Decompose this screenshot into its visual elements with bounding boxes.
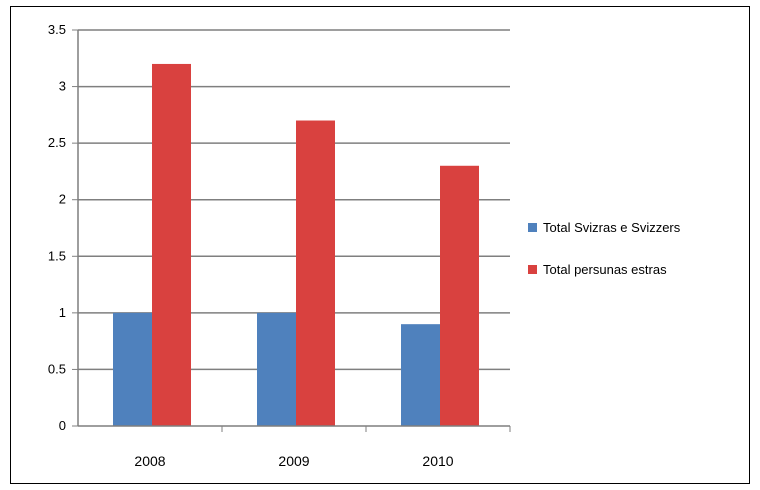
y-tick-label: 2: [59, 192, 66, 207]
y-tick-label: 3: [59, 79, 66, 94]
legend-swatch: [528, 265, 537, 274]
y-tick-label: 0: [59, 418, 66, 433]
legend-label: Total Svizras e Svizzers: [543, 220, 681, 235]
bar-total-persunas-estras-2010: [440, 165, 479, 426]
axes: [72, 29, 511, 432]
legend: Total Svizras e Svizzers Total persunas e…: [528, 220, 681, 277]
title-strip: [20, 0, 490, 6]
bar-total-persunas-estras-2008: [152, 63, 191, 426]
bar-total-svizras-e-svizzers-2008: [113, 312, 152, 426]
bar-total-svizras-e-svizzers-2009: [257, 312, 296, 426]
bars: [113, 63, 479, 426]
chart-border: [10, 6, 750, 484]
y-tick-label: 1.5: [48, 248, 66, 263]
bar-total-svizras-e-svizzers-2010: [401, 324, 440, 426]
y-tick-label: 1: [59, 305, 66, 320]
x-tick-label: 2009: [278, 453, 309, 469]
y-tick-label: 0.5: [48, 361, 66, 376]
x-tick-label: 2010: [422, 453, 453, 469]
legend-label: Total persunas estras: [543, 262, 667, 277]
y-tick-labels: 0 0.5 1 1.5 2 2.5 3 3.5: [48, 22, 66, 433]
y-tick-label: 3.5: [48, 22, 66, 37]
x-tick-labels: 2008 2009 2010: [134, 453, 453, 469]
y-tick-label: 2.5: [48, 135, 66, 150]
bar-total-persunas-estras-2009: [296, 120, 335, 426]
legend-swatch: [528, 223, 537, 232]
x-tick-label: 2008: [134, 453, 165, 469]
